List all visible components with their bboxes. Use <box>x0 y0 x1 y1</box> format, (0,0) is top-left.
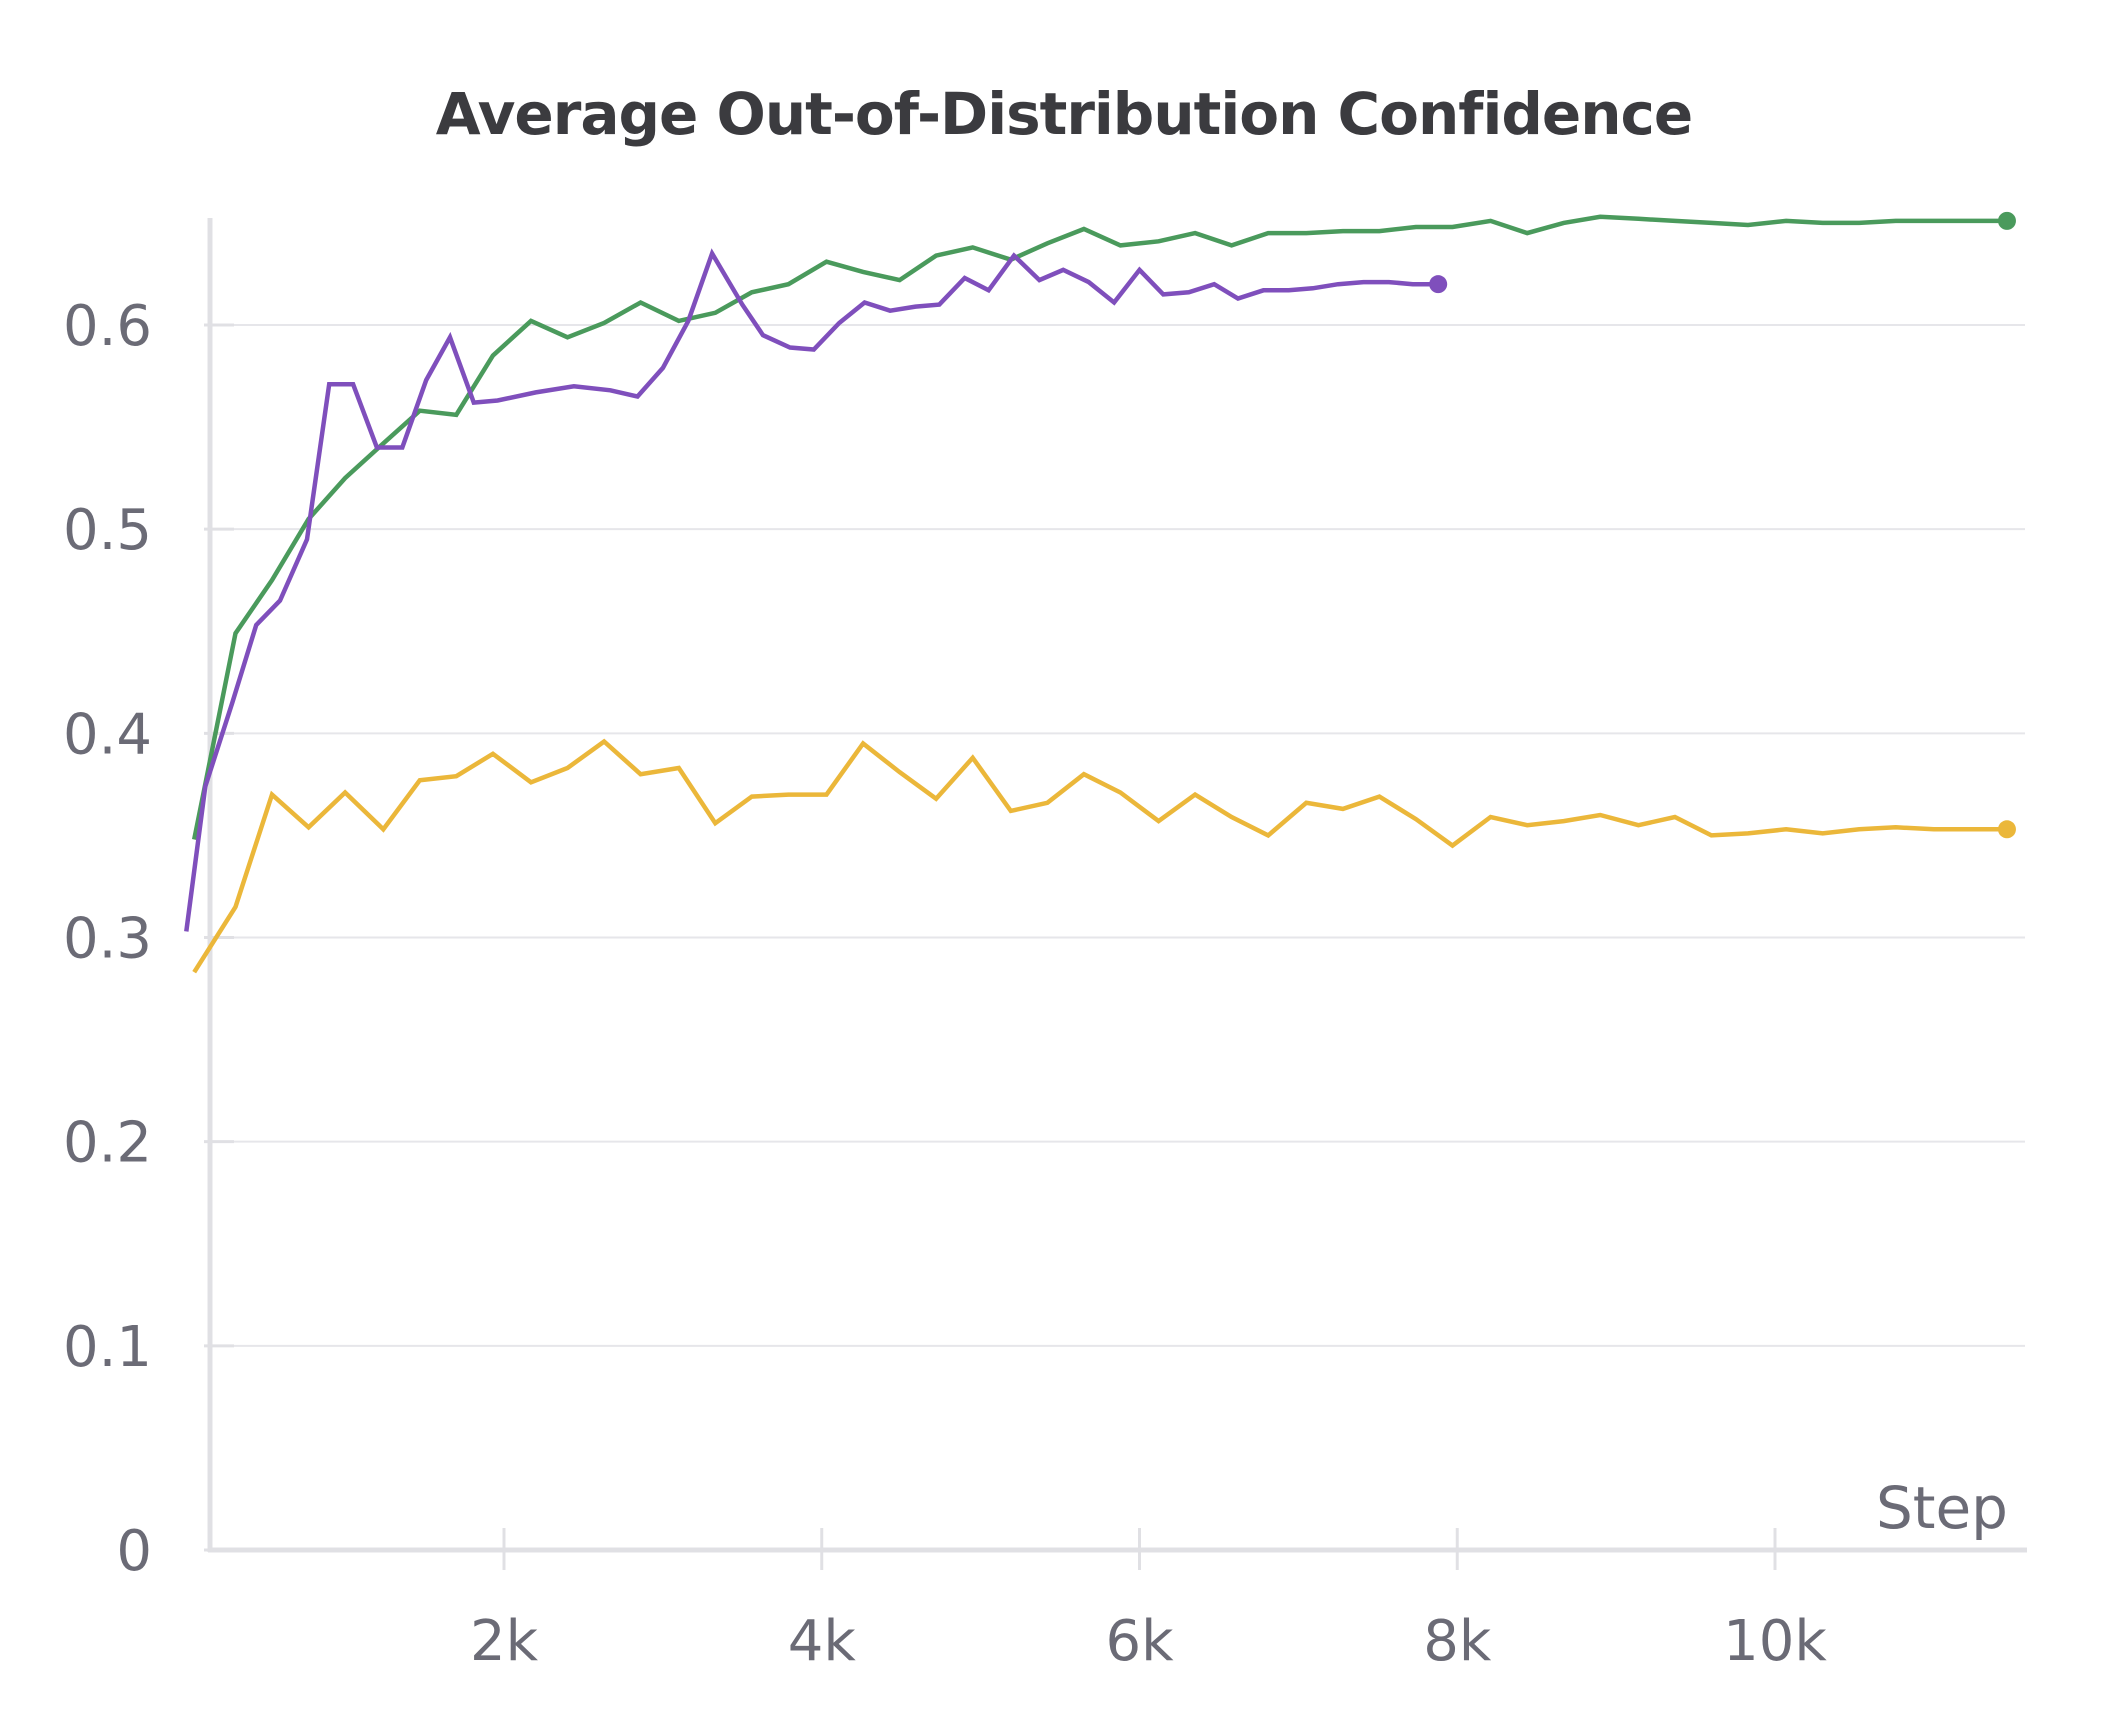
series-line-2 <box>184 248 1439 932</box>
axes: 0 0.1 0.2 0.3 0.4 0.5 0.6 2k 4k 6k 8k 10k <box>63 218 2027 1674</box>
x-tick-label: 6k <box>1105 1609 1174 1674</box>
series-end-marker-1 <box>1997 211 2016 230</box>
y-tick-label: 0.1 <box>63 1315 152 1380</box>
series-group <box>184 211 2016 974</box>
series-end-marker-3 <box>1997 820 2016 839</box>
series-line-3 <box>192 738 2007 974</box>
y-tick-label: 0.5 <box>63 498 152 563</box>
grid <box>214 324 2025 1347</box>
y-tick-label: 0.6 <box>63 294 152 359</box>
y-tick-label: 0.2 <box>63 1111 152 1176</box>
x-tick-label: 10k <box>1723 1609 1827 1674</box>
x-tick-label: 4k <box>788 1609 857 1674</box>
series-end-marker-2 <box>1429 275 1448 294</box>
chart-title: Average Out-of-Distribution Confidence <box>435 80 1693 148</box>
y-tick-label: 0.3 <box>63 907 152 972</box>
y-tick-label: 0 <box>116 1519 152 1584</box>
series-line-1 <box>191 214 2007 840</box>
x-axis-title: Step <box>1876 1474 2008 1542</box>
x-tick-label: 8k <box>1423 1609 1492 1674</box>
y-tick-label: 0.4 <box>63 702 152 767</box>
x-tick-label: 2k <box>470 1609 539 1674</box>
